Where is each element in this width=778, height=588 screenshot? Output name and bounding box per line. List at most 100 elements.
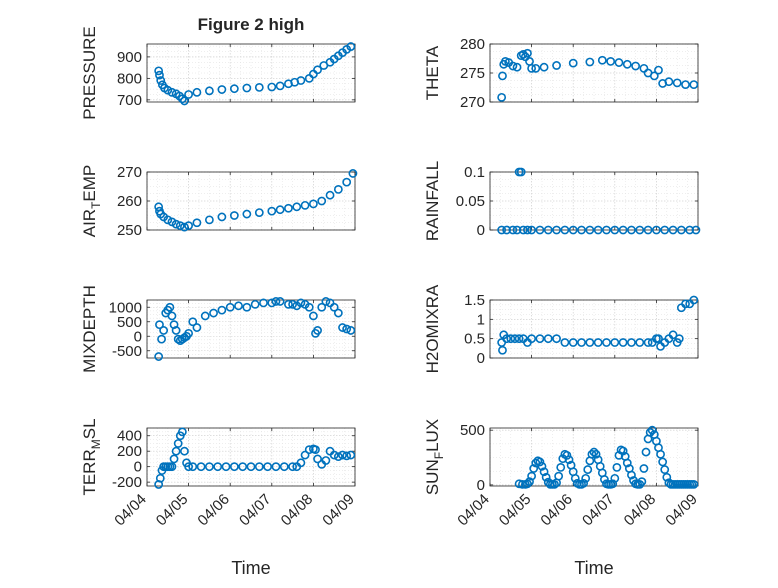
data-point bbox=[564, 455, 574, 465]
data-point bbox=[660, 465, 670, 474]
data-point bbox=[562, 450, 572, 460]
data-point bbox=[225, 302, 235, 312]
data-point bbox=[217, 305, 227, 315]
y-tick-label: 270 bbox=[117, 164, 142, 181]
data-point bbox=[242, 302, 252, 312]
data-point bbox=[304, 302, 314, 312]
data-point bbox=[171, 219, 181, 229]
data-point bbox=[514, 479, 524, 489]
y-tick-label: 0 bbox=[477, 350, 485, 367]
data-point bbox=[541, 472, 551, 482]
data-point bbox=[502, 225, 512, 235]
data-point bbox=[660, 225, 670, 235]
y-axis-label: THETA bbox=[423, 45, 442, 100]
data-point bbox=[159, 326, 169, 335]
data-point bbox=[597, 55, 607, 65]
data-point bbox=[658, 457, 668, 467]
data-point bbox=[267, 206, 277, 216]
x-tick-label: 04/07 bbox=[579, 491, 618, 530]
data-point bbox=[163, 85, 173, 95]
data-point bbox=[676, 225, 686, 235]
data-point bbox=[497, 92, 507, 102]
data-point bbox=[608, 479, 618, 489]
plot-rainfall: 0 0.05 0.1 RAINFALL bbox=[423, 161, 701, 241]
data-point bbox=[180, 222, 189, 232]
data-point bbox=[263, 462, 273, 472]
data-point bbox=[627, 470, 636, 480]
data-point bbox=[681, 80, 690, 89]
data-point bbox=[271, 462, 281, 472]
data-point bbox=[587, 449, 597, 459]
data-point bbox=[184, 328, 193, 338]
data-point bbox=[155, 70, 164, 80]
data-point bbox=[177, 427, 187, 437]
data-points bbox=[154, 427, 356, 489]
plot-background bbox=[147, 300, 355, 358]
data-point bbox=[593, 225, 603, 235]
x-tick-label: 04/05 bbox=[496, 491, 535, 530]
data-point bbox=[155, 320, 164, 330]
data-point bbox=[308, 311, 318, 321]
data-point bbox=[169, 454, 179, 464]
data-point bbox=[229, 211, 239, 220]
data-point bbox=[254, 208, 264, 217]
plot-air_temp: 250 260 270 AIRTEMP bbox=[80, 164, 358, 239]
data-point bbox=[589, 447, 599, 457]
data-point bbox=[192, 323, 202, 332]
data-point bbox=[502, 334, 512, 344]
data-point bbox=[204, 462, 214, 472]
x-tick-label: 04/09 bbox=[662, 491, 701, 530]
data-point bbox=[560, 338, 570, 347]
data-point bbox=[602, 225, 611, 235]
data-point bbox=[279, 462, 289, 472]
data-point bbox=[317, 302, 327, 312]
data-point bbox=[313, 454, 322, 464]
data-point bbox=[254, 462, 264, 472]
data-point bbox=[313, 65, 322, 75]
data-point bbox=[643, 225, 653, 235]
data-point bbox=[221, 462, 231, 472]
data-point bbox=[552, 61, 561, 70]
data-point bbox=[554, 471, 564, 481]
y-axis-label-subscript: T bbox=[89, 201, 103, 209]
data-point bbox=[506, 334, 516, 344]
y-tick-label: 0.05 bbox=[456, 193, 485, 210]
data-point bbox=[192, 218, 202, 228]
data-point bbox=[622, 59, 632, 69]
y-tick-label: 0.1 bbox=[464, 164, 485, 181]
data-point bbox=[568, 58, 578, 68]
data-point bbox=[654, 65, 663, 75]
data-point bbox=[229, 462, 239, 472]
y-tick-label: 400 bbox=[117, 428, 142, 445]
data-point bbox=[292, 202, 302, 212]
y-tick-label: 1.5 bbox=[464, 292, 485, 309]
data-point bbox=[311, 445, 320, 455]
data-point bbox=[217, 85, 227, 94]
y-axis-label: PRESSURE bbox=[80, 26, 99, 120]
data-point bbox=[508, 225, 518, 235]
data-point bbox=[529, 464, 539, 473]
y-axis-label: SUNFLUX bbox=[423, 419, 446, 495]
data-point bbox=[180, 96, 189, 106]
data-point bbox=[167, 311, 177, 321]
data-points bbox=[497, 167, 701, 235]
data-point bbox=[184, 90, 193, 99]
data-point bbox=[284, 203, 293, 213]
x-tick-label: 04/04 bbox=[111, 491, 150, 530]
data-point bbox=[204, 215, 214, 225]
plot-frame bbox=[146, 43, 356, 103]
data-point bbox=[271, 297, 281, 306]
y-axis-label-tail: SL bbox=[80, 418, 99, 439]
data-point bbox=[242, 83, 252, 93]
data-point bbox=[333, 184, 343, 194]
y-axis-label-main: TERR bbox=[80, 449, 99, 495]
x-tick-label: 04/08 bbox=[278, 491, 317, 530]
data-point bbox=[342, 324, 352, 334]
data-point bbox=[689, 479, 699, 489]
data-point bbox=[656, 449, 665, 459]
data-point bbox=[217, 212, 227, 222]
y-tick-label: 0 bbox=[134, 328, 142, 345]
data-point bbox=[652, 225, 661, 235]
data-point bbox=[631, 61, 640, 71]
y-tick-label: 270 bbox=[460, 94, 485, 111]
